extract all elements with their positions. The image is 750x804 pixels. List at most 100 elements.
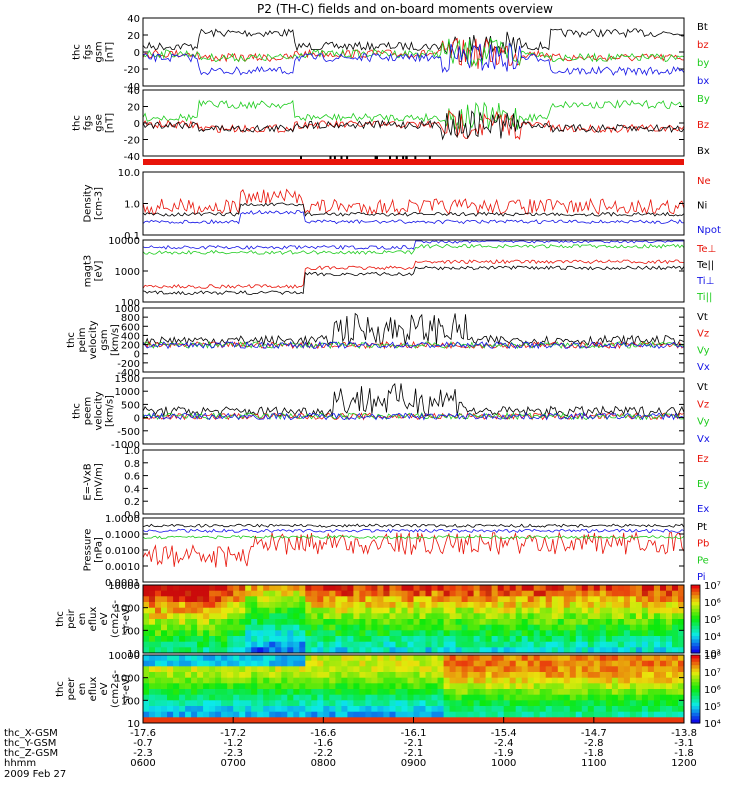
y-tick-label: 0.0100 (105, 546, 140, 557)
y-axis-label: thcpeemvelocity[km/s] (72, 391, 116, 430)
series-traces (142, 240, 685, 295)
y-tick-label: 1000 (115, 304, 140, 315)
colorbar-tick-label: 10³ (704, 649, 721, 660)
y-tick-label: 100 (121, 298, 140, 309)
y-tick-label: 0 (134, 350, 140, 361)
legend-vy: Vy (697, 345, 710, 356)
legend-bt: Bt (697, 22, 708, 33)
series-traces (142, 383, 685, 421)
y-tick-label: -500 (117, 427, 140, 438)
y-tick-label: 0.8 (124, 459, 140, 470)
y-axis-label: thcfgsgse[nT] (72, 113, 116, 133)
trace-npot (142, 209, 685, 225)
legend-vx: Vx (697, 362, 710, 373)
trace-by (142, 37, 685, 67)
y-tick-label: 100 (121, 626, 140, 637)
status-tick (300, 156, 303, 159)
trace-ti (142, 243, 685, 255)
x-tick-t: 1000 (491, 758, 516, 769)
legend-vt: Vt (697, 312, 708, 323)
x-tick-z: -2.3 (223, 748, 243, 759)
x-tick-t: 1100 (581, 758, 606, 769)
x-tick-t: 1200 (671, 758, 696, 769)
y-tick-label: 0.1 (124, 231, 140, 242)
status-tick (414, 156, 417, 159)
series-traces (142, 99, 685, 141)
y-axis-label: Pressure[nPa] (83, 529, 105, 572)
y-tick-label: 10000 (108, 581, 140, 592)
x-tick-y: -0.7 (133, 738, 153, 749)
y-tick-label: 10.0 (118, 168, 140, 179)
y-tick-label: -1000 (111, 440, 140, 451)
y-tick-label: 10000 (108, 651, 140, 662)
panel-frame (142, 449, 685, 515)
legend-vz: Vz (697, 399, 709, 410)
colorbar: 10⁷ 10⁶ 10⁵ 10⁴ 10³ (690, 581, 721, 660)
y-axis-label: thcfgsgsm[nT] (72, 41, 116, 62)
trace-ti (142, 240, 684, 250)
x-tick-t: 0700 (220, 758, 245, 769)
panel-density: Ne Ni Npot 10.0 1.0 0.1 Density[cm-3] (83, 168, 721, 242)
y-tick-label: 1000 (115, 267, 140, 278)
y-tick-label: 10000 (108, 236, 140, 247)
panel-frame (142, 377, 685, 445)
panel-pressure: Pt Pb Pe Pi 1.0000 0.1000 0.0100 0.0010 0.0001Pr… (83, 514, 710, 589)
y-tick-label: 0 (134, 48, 140, 59)
x-tick-z: -1.8 (674, 748, 694, 759)
x-row-label: thc_Y-GSM (4, 738, 56, 749)
series-traces (142, 523, 685, 568)
colorbar-tick-label: 10⁷ (704, 668, 721, 679)
panel-electron_spectrogram: 10⁸ 10⁷ 10⁶ 10⁵ 10⁴ 10000 1000 100 10 thcpeerenef… (55, 651, 721, 730)
y-tick-label: 40 (127, 14, 140, 25)
legend-ez: Ez (697, 454, 709, 465)
y-tick-label: 600 (121, 322, 140, 333)
date-label: 2009 Feb 27 (4, 769, 66, 780)
x-tick-x: -16.1 (401, 728, 427, 739)
status-tick (329, 156, 332, 159)
x-tick-t: 0600 (130, 758, 155, 769)
legend-by: by (697, 58, 709, 69)
y-tick-label: 0.0 (124, 510, 140, 521)
panel-frame (142, 307, 685, 373)
y-axis-label: thcpeimvelocitygsm[km/s] (66, 320, 121, 359)
x-tick-z: -1.8 (584, 748, 604, 759)
x-tick-x: -17.6 (130, 728, 156, 739)
colorbar-tick-label: 10⁴ (704, 719, 721, 730)
y-tick-label: 20 (127, 103, 140, 114)
trace-bt (142, 28, 685, 62)
trace-by (142, 99, 685, 130)
status-tick (428, 156, 431, 159)
trace-te (142, 259, 685, 289)
y-tick-label: -40 (124, 82, 140, 93)
trace-bx (142, 42, 685, 77)
y-tick-label: 20 (127, 31, 140, 42)
y-tick-label: -40 (124, 152, 140, 163)
legend-ex: Ex (697, 504, 709, 515)
colorbar-tick-label: 10⁵ (704, 615, 721, 626)
legend-pb: Pb (697, 539, 709, 550)
legend-pe: Pe (697, 555, 709, 566)
y-tick-label: 10 (127, 719, 140, 730)
panel-fgs_gsm: Bt bz by bx 40 20 0 -20 -40 thcfgsgsm[nT] (72, 14, 710, 93)
y-tick-label: 0.6 (124, 472, 140, 483)
y-tick-label: 500 (121, 400, 140, 411)
trace-pt (142, 523, 685, 528)
trace-ne (142, 188, 685, 216)
figure-title: P2 (TH-C) fields and on-board moments ov… (257, 2, 553, 16)
trace-bz (142, 37, 685, 69)
panel-frame (142, 584, 685, 654)
panels: Btbzbybx40200-20-40thcfgsgsm[nT]ByBzBx40… (55, 14, 721, 730)
panel-ion_spectrogram: 10⁷ 10⁶ 10⁵ 10⁴ 10³ 10000 1000 100 10 thcpeirenef… (55, 581, 721, 660)
y-tick-label: -20 (124, 136, 140, 147)
y-tick-label: -400 (117, 368, 140, 379)
x-tick-t: 0900 (401, 758, 426, 769)
legend-vy: Vy (697, 417, 710, 428)
trace-te (142, 265, 685, 295)
x-tick-z: -1.9 (494, 748, 514, 759)
spectrogram-cells (143, 585, 685, 654)
trace-pb (142, 531, 685, 568)
x-row-label: thc_Z-GSM (4, 748, 58, 759)
